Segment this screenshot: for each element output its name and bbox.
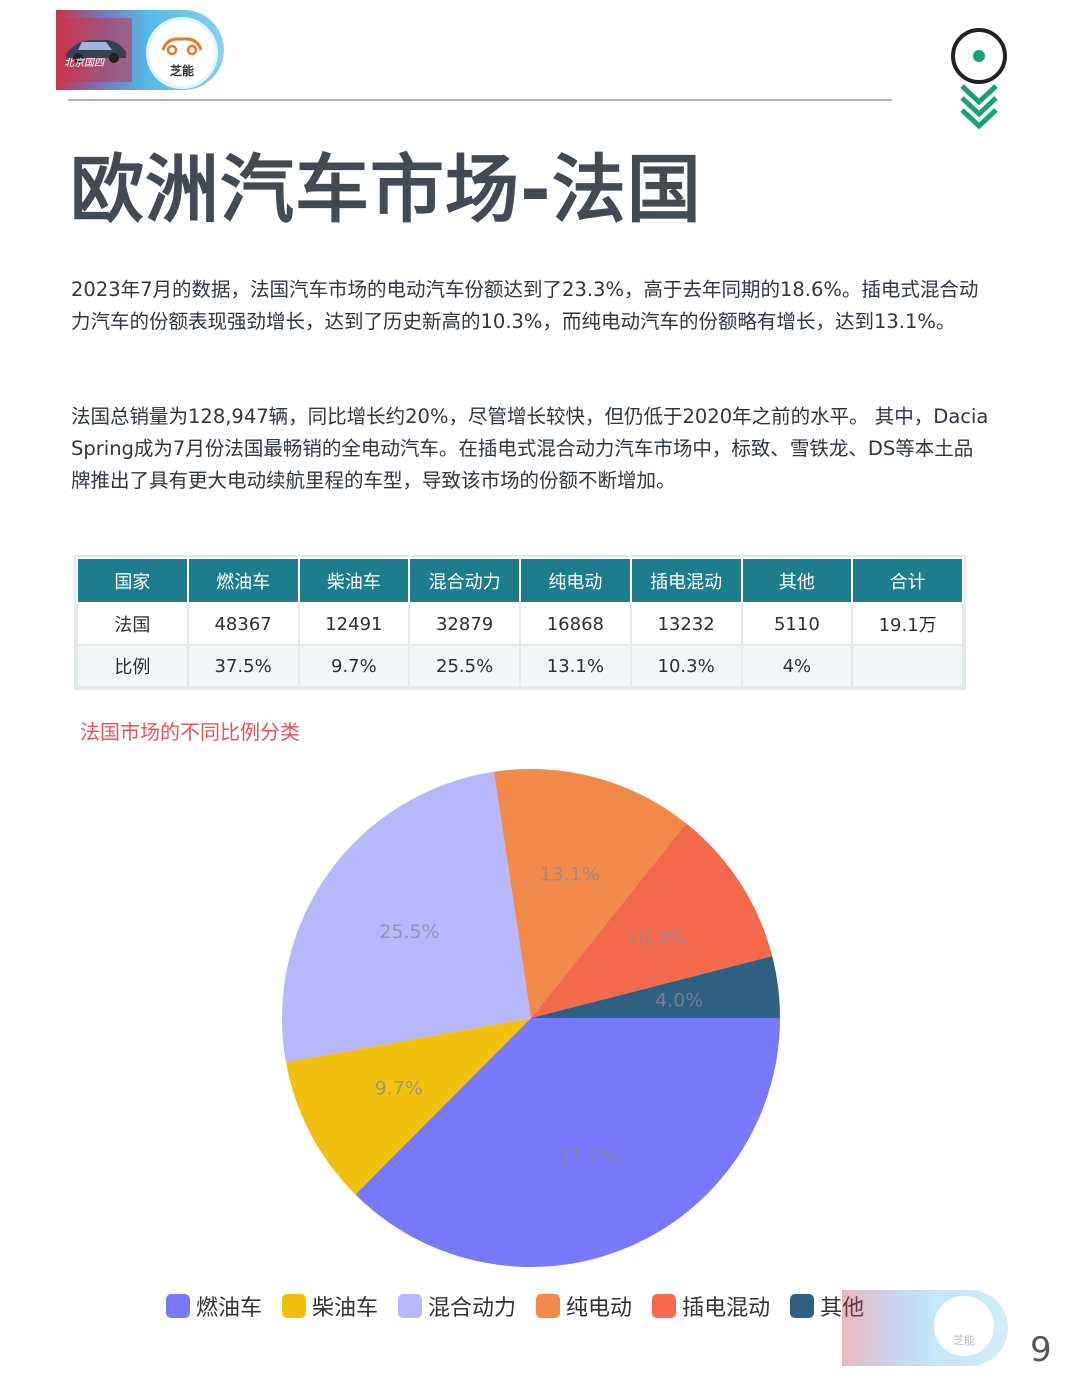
table-header-cell: 燃油车 [186, 557, 300, 604]
footer-logo-circle: 芝能 [934, 1296, 994, 1356]
legend-item: 其他 [790, 1290, 864, 1322]
logo-car-text: 北京国四 [64, 58, 104, 69]
table-cell: 10.3% [629, 644, 743, 688]
intro-paragraph: 2023年7月的数据，法国汽车市场的电动汽车份额达到了23.3%，高于去年同期的… [71, 278, 979, 333]
legend-swatch [398, 1294, 423, 1318]
pie-slice-1 [285, 1018, 531, 1195]
table-header-cell: 合计 [851, 557, 964, 604]
table-header-cell: 混合动力 [408, 557, 521, 604]
footer-brand-text: 芝能 [953, 1334, 975, 1347]
chart-title: 法国市场的不同比例分类 [80, 720, 300, 744]
table-header-cell: 柴油车 [297, 557, 411, 604]
table-header-cell: 纯电动 [519, 557, 632, 604]
legend-label: 纯电动 [566, 1296, 633, 1321]
page-title: 欧洲汽车市场-法国 [70, 147, 702, 233]
pie-slice-label: 13.1% [540, 864, 600, 886]
table-header-row: 国家 燃油车 柴油车 混合动力 纯电动 插电混动 其他 合计 [76, 557, 964, 604]
table-header-cell: 插电混动 [629, 557, 743, 604]
table-cell: 13232 [629, 602, 743, 646]
legend-label: 柴油车 [312, 1296, 379, 1321]
legend-item: 插电混动 [652, 1290, 770, 1322]
logo-brand-text: 芝能 [169, 64, 194, 78]
table-cell: 法国 [76, 602, 189, 646]
legend-label: 插电混动 [682, 1296, 771, 1321]
legend-swatch [166, 1294, 190, 1318]
pie-slice-0 [355, 1018, 780, 1267]
pie-slice-label: 25.5% [379, 921, 439, 943]
page-number: 9 [1030, 1330, 1052, 1370]
table-cell: 25.5% [408, 644, 521, 688]
table-row: 比例 37.5% 9.7% 25.5% 13.1% 10.3% 4% [76, 644, 964, 688]
brand-logo: 北京国四 芝能 [56, 10, 224, 90]
footer-logo: 芝能 [842, 1290, 1008, 1366]
table-cell: 32879 [408, 602, 521, 646]
legend-swatch [652, 1294, 677, 1318]
pie-slice-label: 37.5% [558, 1146, 618, 1168]
sales-paragraph: 法国总销量为128,947辆，同比增长约20%，尽管增长较快，但仍低于2020年… [71, 405, 989, 492]
legend-swatch [790, 1294, 815, 1318]
table-row: 法国 48367 12491 32879 16868 13232 5110 19… [76, 602, 964, 646]
legend-item: 柴油车 [282, 1290, 378, 1322]
pie-slice-label: 10.3% [626, 927, 686, 949]
table-cell: 37.5% [186, 644, 300, 688]
legend-label: 燃油车 [196, 1296, 263, 1321]
table-cell: 12491 [297, 602, 411, 646]
table-cell: 比例 [76, 644, 189, 688]
table-header-cell: 国家 [76, 557, 189, 604]
table-cell: 19.1万 [851, 602, 964, 646]
legend-item: 混合动力 [398, 1290, 516, 1322]
table-cell [851, 644, 964, 688]
table-cell: 13.1% [519, 644, 632, 688]
pie-slice-5 [531, 956, 780, 1018]
legend-label: 混合动力 [428, 1296, 517, 1321]
pie-slice-label: 4.0% [655, 989, 703, 1011]
legend-item: 纯电动 [536, 1290, 632, 1322]
table-cell: 16868 [519, 602, 632, 646]
location-down-icon [951, 28, 1007, 130]
pie-chart: 37.5% 9.7% 25.5% 13.1% 10.3% 4.0% [281, 769, 780, 1267]
chart-legend: 燃油车 柴油车 混合动力 纯电动 插电混动 其他 [166, 1290, 884, 1322]
car-icon [60, 18, 132, 82]
legend-swatch [282, 1294, 307, 1318]
table-cell: 9.7% [297, 644, 411, 688]
table-cell: 4% [740, 644, 854, 688]
logo-circle: 芝能 [146, 17, 218, 89]
pie-slice-label: 9.7% [375, 1077, 423, 1099]
pie-slice-3 [494, 769, 687, 1018]
legend-item: 燃油车 [166, 1290, 262, 1322]
pie-slice-4 [531, 823, 773, 1018]
legend-label: 其他 [820, 1296, 865, 1321]
table-header-cell: 其他 [740, 557, 854, 604]
table-cell: 48367 [186, 602, 300, 646]
car-outline-icon [161, 37, 203, 56]
table-cell: 5110 [740, 602, 854, 646]
header-divider [68, 99, 892, 101]
pie-slice-2 [281, 771, 531, 1063]
legend-swatch [536, 1294, 561, 1318]
market-share-table: 国家 燃油车 柴油车 混合动力 纯电动 插电混动 其他 合计 法国 48367 … [76, 557, 964, 688]
